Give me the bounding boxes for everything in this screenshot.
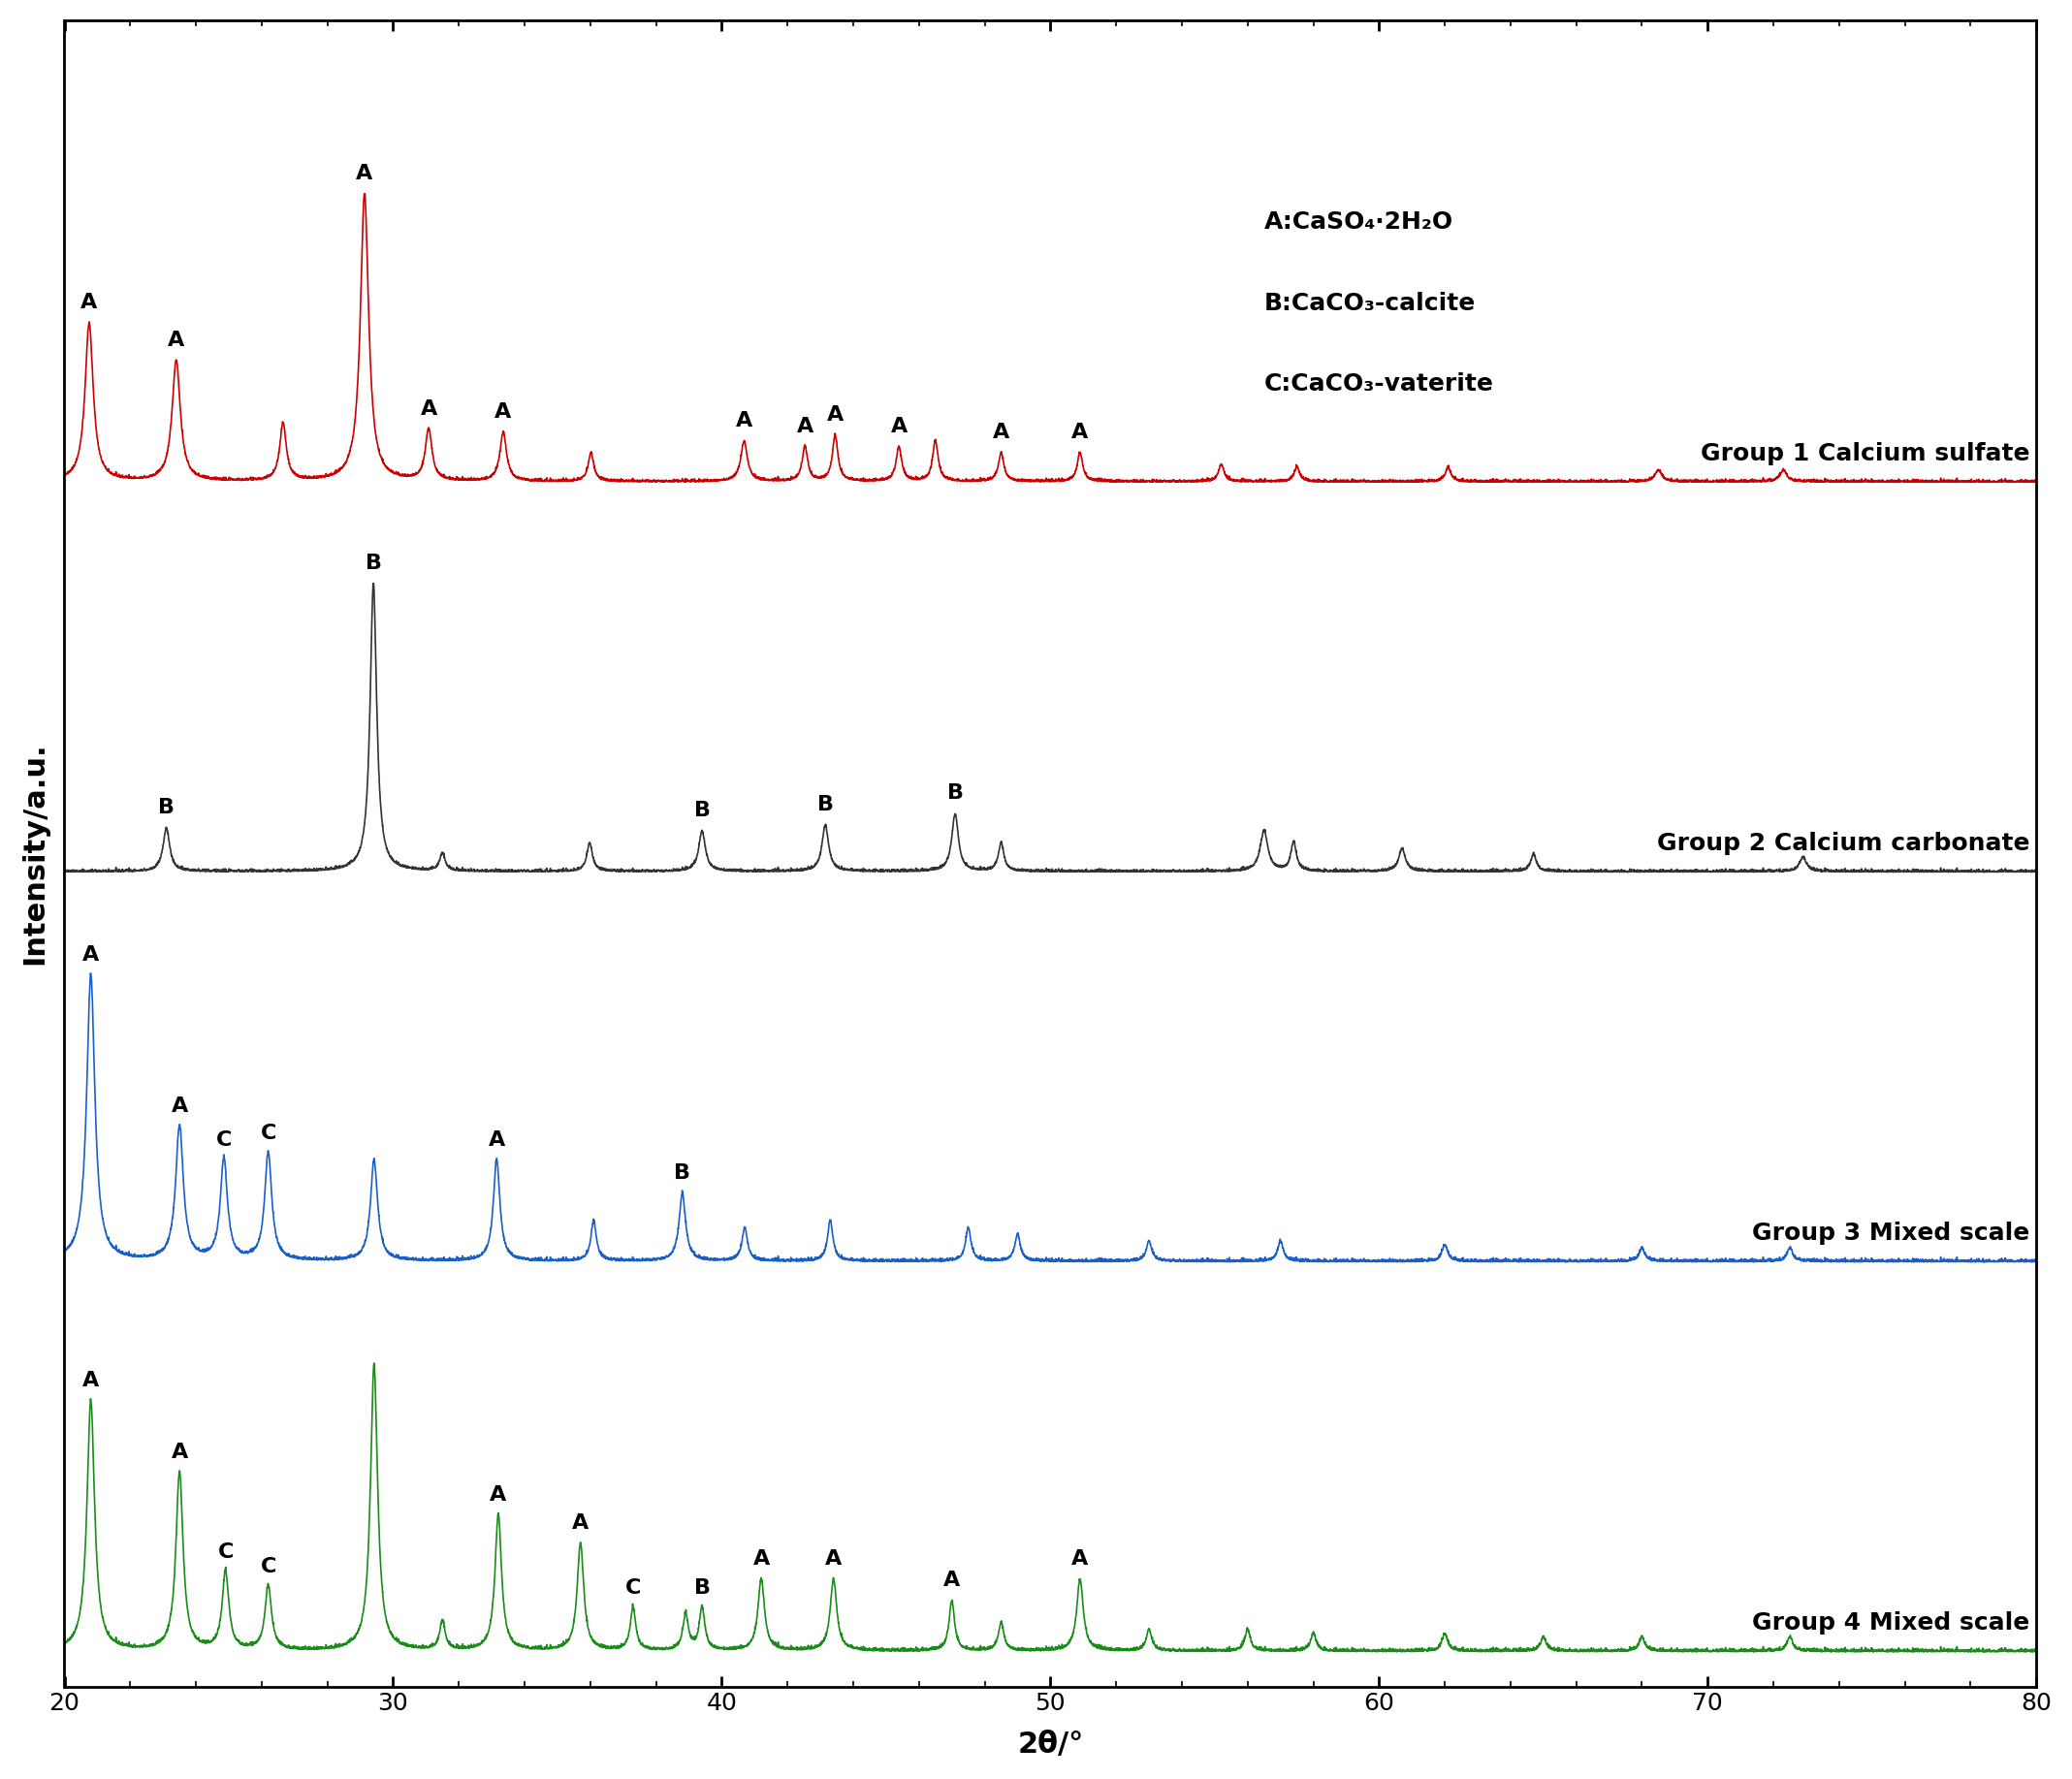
Text: A: A <box>891 416 908 436</box>
Text: C: C <box>215 1130 232 1149</box>
Text: A: A <box>356 164 373 183</box>
Y-axis label: Intensity/a.u.: Intensity/a.u. <box>21 742 48 964</box>
Text: A: A <box>1071 1550 1088 1569</box>
Text: B: B <box>816 795 833 815</box>
Text: A: A <box>827 406 843 425</box>
Text: C:CaCO₃-vaterite: C:CaCO₃-vaterite <box>1264 372 1494 395</box>
Text: A: A <box>172 1443 189 1462</box>
Text: A: A <box>83 1372 99 1389</box>
Text: A: A <box>421 400 437 418</box>
Text: B: B <box>947 783 963 802</box>
Text: A: A <box>752 1550 769 1569</box>
Text: Group 2 Calcium carbonate: Group 2 Calcium carbonate <box>1658 831 2031 856</box>
Text: C: C <box>261 1123 276 1142</box>
Text: B: B <box>365 553 381 573</box>
Text: Group 4 Mixed scale: Group 4 Mixed scale <box>1753 1612 2031 1635</box>
Text: A: A <box>825 1550 841 1569</box>
Text: A: A <box>992 423 1009 441</box>
Text: A: A <box>495 402 512 422</box>
Text: Group 3 Mixed scale: Group 3 Mixed scale <box>1753 1222 2031 1245</box>
Text: A: A <box>489 1485 508 1505</box>
Text: C: C <box>261 1557 276 1576</box>
Text: A: A <box>172 1096 189 1115</box>
Text: A: A <box>943 1571 959 1590</box>
Text: B: B <box>157 799 174 817</box>
Text: A: A <box>168 331 184 350</box>
Text: A: A <box>572 1514 588 1533</box>
Text: A: A <box>489 1130 506 1149</box>
Text: A: A <box>1071 423 1088 441</box>
Text: C: C <box>626 1578 640 1598</box>
X-axis label: 2θ/°: 2θ/° <box>1017 1731 1084 1759</box>
Text: B: B <box>673 1163 690 1183</box>
Text: B: B <box>694 801 711 820</box>
Text: B:CaCO₃-calcite: B:CaCO₃-calcite <box>1264 292 1475 315</box>
Text: A: A <box>81 294 97 313</box>
Text: A: A <box>796 416 814 436</box>
Text: A: A <box>83 945 99 964</box>
Text: C: C <box>218 1542 234 1562</box>
Text: B: B <box>694 1578 711 1598</box>
Text: A:CaSO₄·2H₂O: A:CaSO₄·2H₂O <box>1264 210 1452 235</box>
Text: A: A <box>736 411 752 431</box>
Text: Group 1 Calcium sulfate: Group 1 Calcium sulfate <box>1701 441 2031 464</box>
